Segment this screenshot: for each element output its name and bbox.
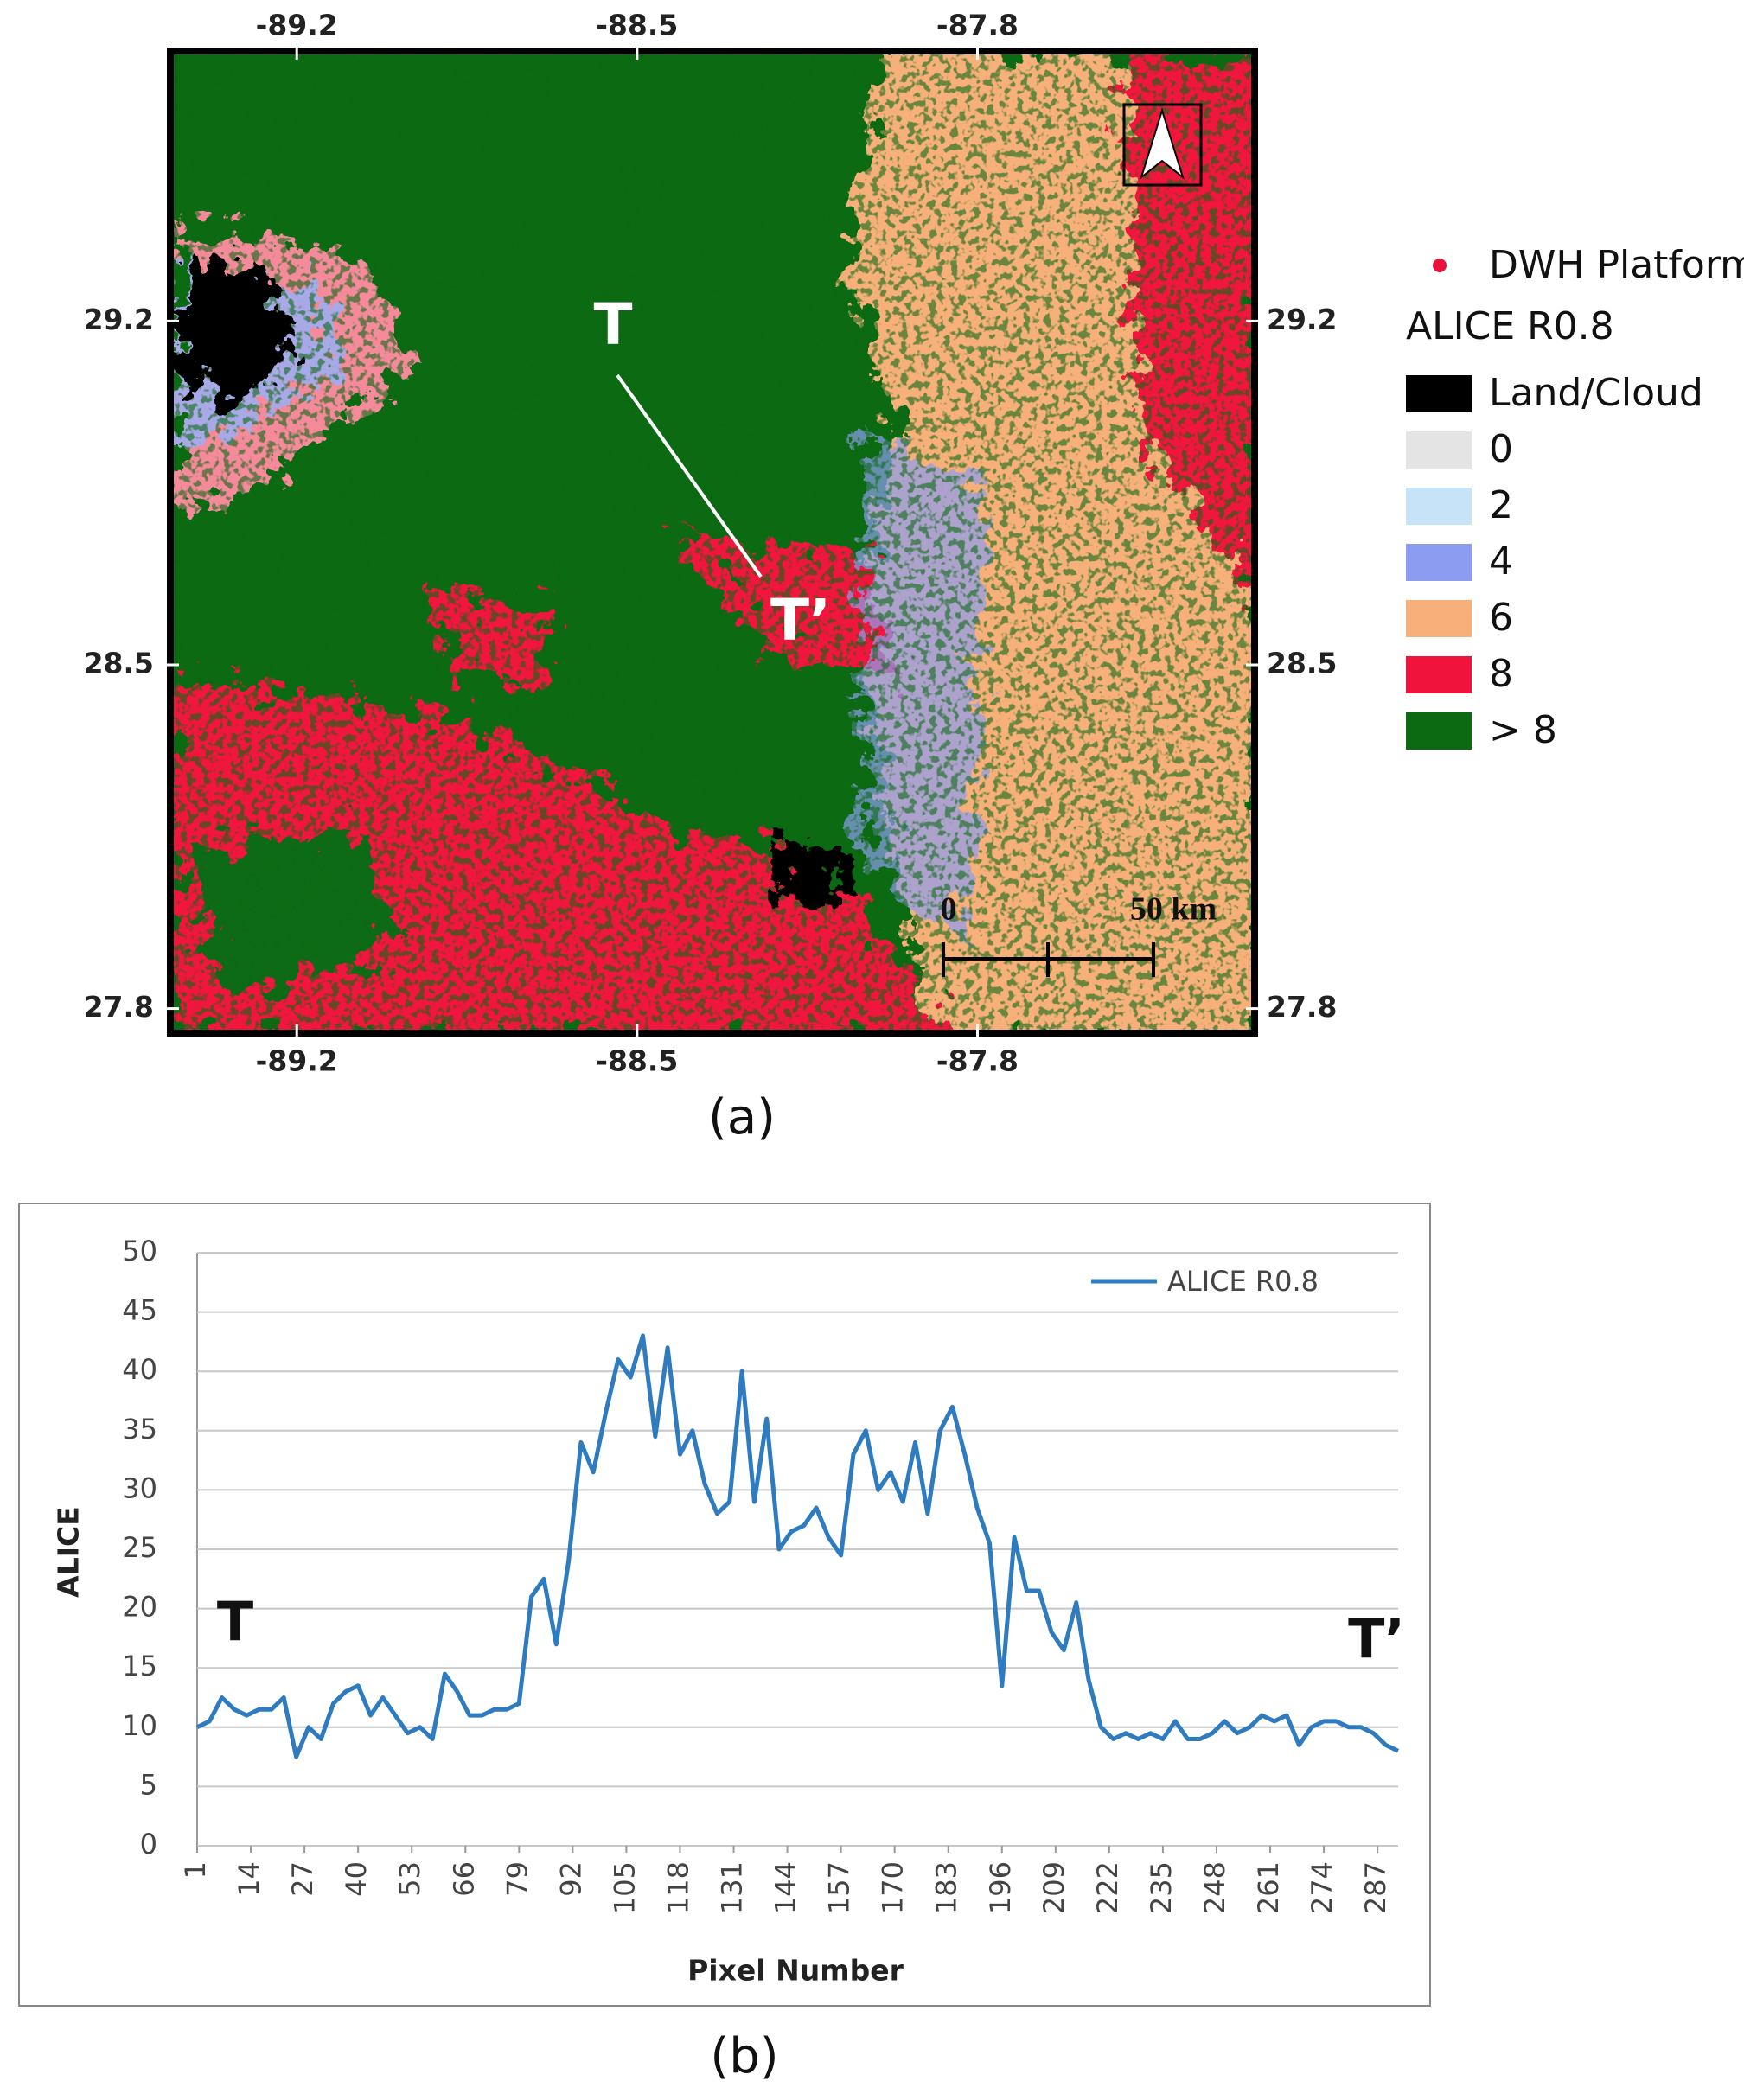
x-tick-label: 14 [233, 1861, 265, 1897]
legend-label: ALICE R0.8 [1167, 1265, 1319, 1298]
x-tick-label: 183 [930, 1861, 963, 1914]
transect-start: T [593, 291, 632, 358]
y-tick-label: 20 [122, 1591, 157, 1624]
x-tick-label: 144 [770, 1861, 802, 1914]
lon-tick-label: -87.8 [936, 1044, 1019, 1078]
legend-swatch [1406, 544, 1472, 581]
x-tick-label: 79 [501, 1861, 533, 1897]
x-tick-label: 118 [661, 1861, 694, 1914]
y-tick-label: 40 [122, 1353, 157, 1386]
legend-swatch [1406, 656, 1472, 693]
annotation: T [217, 1590, 253, 1653]
legend-label: > 8 [1489, 708, 1557, 752]
legend-swatch [1406, 375, 1472, 412]
x-tick-label: 53 [393, 1861, 426, 1897]
legend-label: Land/Cloud [1489, 371, 1703, 415]
y-tick-label: 15 [122, 1650, 157, 1682]
transect-end: T’ [770, 587, 831, 654]
x-tick-label: 27 [286, 1861, 319, 1897]
chart-frame [18, 1203, 1431, 2007]
y-tick-label: 30 [122, 1471, 157, 1504]
y-tick-label: 25 [122, 1531, 157, 1564]
legend-marker [1433, 259, 1447, 272]
y-axis-label: ALICE [52, 1506, 86, 1598]
line-chart: 0 5 10 15 20 25 30 35 40 45 50 1 14 27 40 53 66 79 92 105 11… [122, 1235, 1400, 1914]
annotation: T’ [1348, 1607, 1405, 1670]
scale-start: 0 [941, 891, 957, 928]
x-tick-label: 92 [554, 1861, 587, 1897]
legend-swatch [1406, 488, 1472, 525]
lat-tick-label: 28.5 [1267, 647, 1337, 680]
x-tick-label: 157 [823, 1861, 856, 1914]
y-tick-label: 0 [140, 1828, 157, 1861]
map-frame [167, 48, 1258, 1037]
lat-tick-label: 27.8 [84, 990, 154, 1024]
legend-label: 2 [1489, 483, 1513, 527]
legend-label: 4 [1489, 539, 1513, 584]
series-line [195, 1333, 1400, 1759]
y-tick-label: 5 [140, 1768, 157, 1801]
y-tick-label: 45 [122, 1294, 157, 1327]
lat-tick-label: 28.5 [84, 647, 154, 680]
y-tick-label: 35 [122, 1413, 157, 1446]
map-legend: Land/Cloud 0 2 4 6 8 > 8 [1406, 371, 1703, 752]
lon-tick-label: -87.8 [936, 9, 1019, 42]
legend-swatch [1406, 712, 1472, 750]
x-tick-label: 222 [1091, 1861, 1124, 1914]
legend-label: 6 [1489, 596, 1513, 640]
legend-title: ALICE R0.8 [1406, 304, 1614, 348]
legend-swatch [1406, 600, 1472, 637]
x-tick-label: 248 [1198, 1861, 1231, 1914]
y-tick-label: 50 [122, 1235, 157, 1267]
legend-label: 0 [1489, 427, 1513, 471]
x-tick-label: 209 [1038, 1861, 1070, 1914]
x-axis-label: Pixel Number [687, 1954, 904, 1988]
x-tick-label: 235 [1145, 1861, 1178, 1914]
legend-label: 8 [1489, 652, 1513, 696]
lon-tick-label: -88.5 [596, 1044, 678, 1078]
legend-marker-label: DWH Platform [1489, 243, 1744, 287]
caption-a: (a) [708, 1089, 776, 1146]
x-tick-label: 196 [984, 1861, 1017, 1914]
x-tick-label: 261 [1252, 1861, 1285, 1914]
scale-end: 50 km [1130, 891, 1217, 928]
map-raster [170, 51, 1255, 1033]
x-tick-label: 131 [716, 1861, 749, 1914]
x-tick-label: 105 [608, 1861, 641, 1914]
x-tick-label: 287 [1359, 1861, 1392, 1914]
x-tick-label: 170 [877, 1861, 910, 1914]
lon-tick-label: -89.2 [256, 9, 338, 42]
x-tick-label: 66 [447, 1861, 480, 1897]
x-tick-label: 1 [179, 1861, 212, 1879]
lat-tick-label: 27.8 [1267, 990, 1337, 1024]
lat-tick-label: 29.2 [84, 303, 154, 336]
scale-bar [942, 942, 1155, 977]
legend-swatch [1406, 431, 1472, 469]
lat-tick-label: 29.2 [1267, 303, 1337, 336]
lon-tick-label: -89.2 [256, 1044, 338, 1078]
lon-tick-label: -88.5 [596, 9, 678, 42]
y-tick-label: 10 [122, 1709, 157, 1742]
x-tick-label: 40 [340, 1861, 373, 1897]
caption-b: (b) [710, 2028, 778, 2084]
x-tick-label: 274 [1306, 1861, 1338, 1914]
